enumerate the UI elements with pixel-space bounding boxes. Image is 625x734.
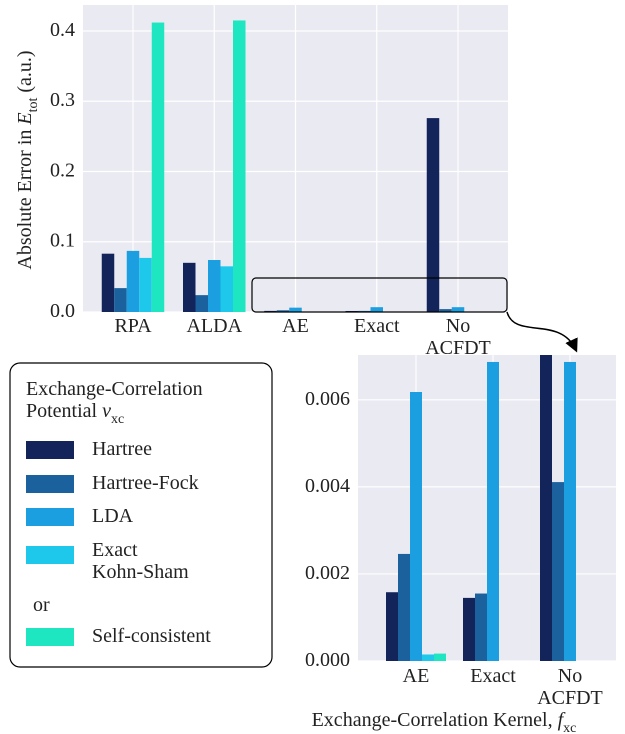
zoom-chart: 0.000 0.002 0.004 0.006 AE Exact No ACFDTExchan…	[305, 355, 616, 734]
bar	[276, 310, 290, 312]
bar	[126, 250, 140, 312]
bar	[540, 355, 552, 661]
x-tick-label: No ACFDT	[537, 665, 603, 709]
bar	[487, 361, 499, 661]
bar	[434, 653, 446, 661]
zoom-region	[251, 277, 508, 313]
legend-swatch	[26, 441, 74, 459]
legend-label: Self-consistent	[92, 625, 211, 647]
bar	[463, 597, 475, 661]
x-tick-label: AE	[403, 665, 430, 687]
bar	[220, 266, 233, 312]
bar	[422, 654, 434, 661]
legend-label: Hartree	[92, 438, 152, 460]
bar	[370, 307, 383, 312]
bar	[426, 118, 440, 313]
zoom-bars	[386, 355, 576, 661]
x-tick-label: No ACFDT	[425, 315, 491, 359]
y-tick-label: 0.002	[305, 562, 350, 584]
bar	[439, 309, 452, 312]
legend-label: LDA	[92, 505, 134, 527]
bar	[451, 307, 465, 312]
y-tick-label: 0.004	[305, 474, 350, 496]
bar	[208, 260, 221, 312]
bar	[233, 20, 246, 312]
y-tick-label: 0.3	[50, 89, 75, 111]
legend-title: Exchange-Correlation Potential vxc	[26, 378, 203, 427]
y-tick-label: 0.000	[305, 649, 350, 671]
x-tick-label: Exact	[354, 315, 400, 337]
x-tick-label: AE	[282, 315, 309, 337]
y-tick-label: 0.006	[305, 387, 350, 409]
bar	[552, 482, 564, 661]
legend-box	[9, 362, 273, 668]
bar	[139, 257, 152, 312]
y-tick-label: 0.2	[50, 159, 75, 181]
x-tick-label: ALDA	[186, 315, 242, 337]
bar	[475, 593, 487, 661]
legend-label: Exact Kohn-Sham	[92, 539, 189, 583]
zoom-arrow	[506, 311, 578, 353]
bar	[289, 307, 302, 312]
bar	[195, 295, 208, 312]
legend-swatch	[26, 508, 74, 526]
bar	[101, 253, 115, 312]
y-tick-label: 0.1	[50, 229, 75, 251]
legend-separator: or	[33, 594, 50, 616]
legend-swatch	[26, 628, 74, 646]
bar	[151, 22, 165, 313]
bar	[114, 288, 127, 312]
bar	[410, 391, 422, 661]
bar	[183, 262, 196, 312]
y-axis-label: Absolute Error in Etot (a.u.)	[14, 50, 41, 269]
legend: Exchange-Correlation Potential vxc Hartree…	[26, 378, 211, 647]
y-tick-label: 0.4	[50, 19, 75, 41]
bar	[398, 553, 410, 661]
legend-swatch	[26, 475, 74, 493]
main-chart: 0.0 0.1 0.2 0.3 0.4 RPA ALDA AE Exact No ACFDT Abso…	[14, 5, 508, 359]
legend-swatch	[26, 546, 74, 564]
x-tick-label: RPA	[114, 315, 152, 337]
x-tick-label: Exact	[470, 665, 516, 687]
x-axis-label: Exchange-Correlation Kernel, fxc	[312, 709, 577, 734]
y-tick-label: 0.0	[50, 300, 75, 322]
legend-label: Hartree-Fock	[92, 472, 199, 494]
bar	[386, 592, 398, 661]
bar	[564, 361, 576, 661]
